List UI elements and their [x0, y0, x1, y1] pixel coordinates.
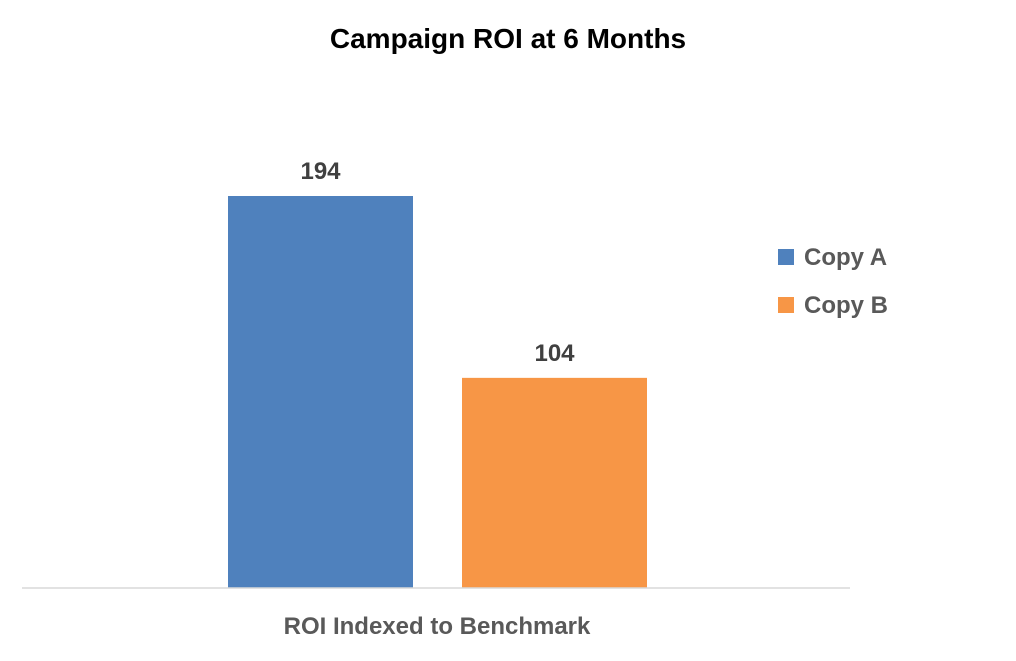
data-labels-layer: 194 104 — [300, 158, 575, 367]
data-label-copy-a: 194 — [300, 158, 341, 185]
data-label-copy-b: 104 — [534, 340, 575, 367]
bars-layer — [228, 196, 647, 588]
legend-label-copy-b: Copy B — [804, 292, 888, 319]
bar-copy-a — [228, 196, 413, 588]
bar-copy-b — [462, 377, 647, 588]
legend-swatch-copy-a — [778, 249, 794, 265]
chart-title: Campaign ROI at 6 Months — [330, 23, 686, 54]
x-category-label: ROI Indexed to Benchmark — [284, 613, 591, 640]
legend-swatch-copy-b — [778, 297, 794, 313]
legend-label-copy-a: Copy A — [804, 244, 887, 271]
legend: Copy A Copy B — [778, 244, 888, 319]
